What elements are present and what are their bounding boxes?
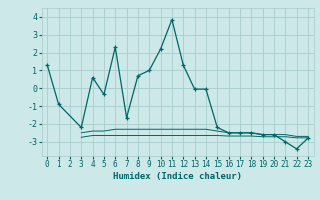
X-axis label: Humidex (Indice chaleur): Humidex (Indice chaleur) (113, 172, 242, 181)
